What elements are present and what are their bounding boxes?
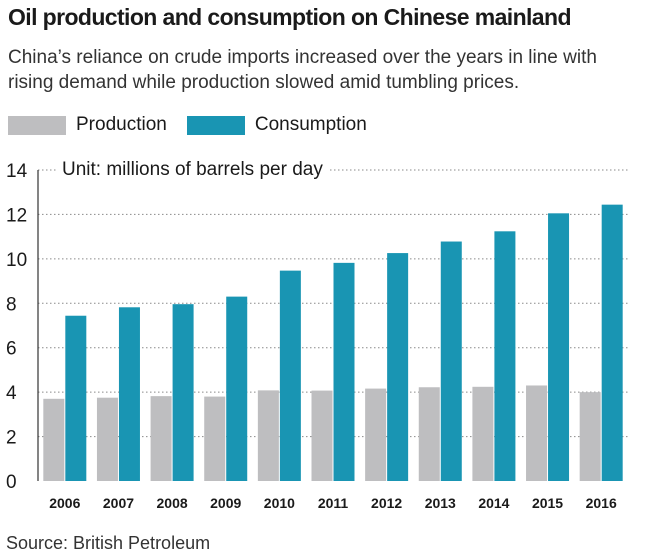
y-tick-label: 8	[6, 294, 17, 315]
bar-consumption-2010	[279, 270, 301, 481]
bar-production-2016	[579, 392, 601, 481]
x-tick-label: 2010	[264, 495, 295, 511]
legend: Production Consumption	[8, 113, 387, 137]
y-tick-label: 0	[6, 472, 17, 493]
bar-consumption-2012	[387, 253, 409, 481]
x-tick-label: 2011	[318, 495, 349, 511]
x-tick-label: 2007	[103, 495, 134, 511]
legend-item-consumption: Consumption	[186, 114, 367, 136]
y-tick-label: 10	[6, 250, 27, 271]
bar-consumption-2007	[118, 307, 140, 481]
legend-swatch-production	[8, 115, 66, 135]
legend-label-production: Production	[76, 114, 167, 135]
bar-production-2011	[311, 390, 333, 481]
x-tick-label: 2014	[478, 495, 509, 511]
y-tick-label: 4	[6, 383, 17, 404]
x-tick-label: 2006	[49, 495, 80, 511]
bar-consumption-2011	[333, 262, 355, 481]
x-tick-label: 2012	[371, 495, 402, 511]
bar-consumption-2009	[226, 296, 248, 481]
bar-consumption-2006	[65, 315, 87, 481]
chart-title: Oil production and consumption on Chines…	[8, 4, 572, 30]
bar-production-2013	[418, 387, 440, 481]
bar-production-2008	[150, 396, 172, 481]
chart-subtitle: China’s reliance on crude imports increa…	[8, 47, 597, 93]
bar-chart: 0 2 4 6 8 10 12 14 Unit: millions of barrels per…	[6, 154, 628, 511]
y-tick-label: 14	[6, 161, 28, 182]
y-tick-label: 12	[6, 205, 27, 226]
x-tick-label: 2015	[532, 495, 563, 511]
source-note: Source: British Petroleum	[6, 533, 211, 553]
bar-consumption-2016	[601, 204, 623, 481]
x-tick-label: 2009	[210, 495, 241, 511]
bar-production-2007	[96, 397, 118, 481]
bar-consumption-2013	[440, 241, 462, 481]
x-tick-label: 2013	[425, 495, 456, 511]
bar-consumption-2014	[494, 231, 516, 481]
bar-production-2012	[365, 388, 387, 481]
bar-production-2015	[526, 385, 548, 481]
legend-label-consumption: Consumption	[254, 114, 367, 135]
bar-consumption-2015	[548, 213, 570, 481]
y-tick-label: 6	[6, 339, 17, 360]
bar-production-2009	[204, 396, 226, 481]
legend-swatch-consumption	[186, 115, 245, 135]
bar-consumption-2008	[172, 304, 194, 481]
y-tick-label: 2	[6, 428, 17, 449]
x-tick-label: 2016	[586, 495, 617, 511]
unit-label: Unit: millions of barrels per day	[62, 159, 323, 180]
bar-production-2006	[43, 398, 65, 481]
x-tick-label: 2008	[157, 495, 188, 511]
bar-production-2010	[257, 390, 279, 481]
unit-label-background	[58, 154, 330, 182]
legend-item-production: Production	[8, 114, 167, 136]
bar-production-2014	[472, 386, 494, 481]
